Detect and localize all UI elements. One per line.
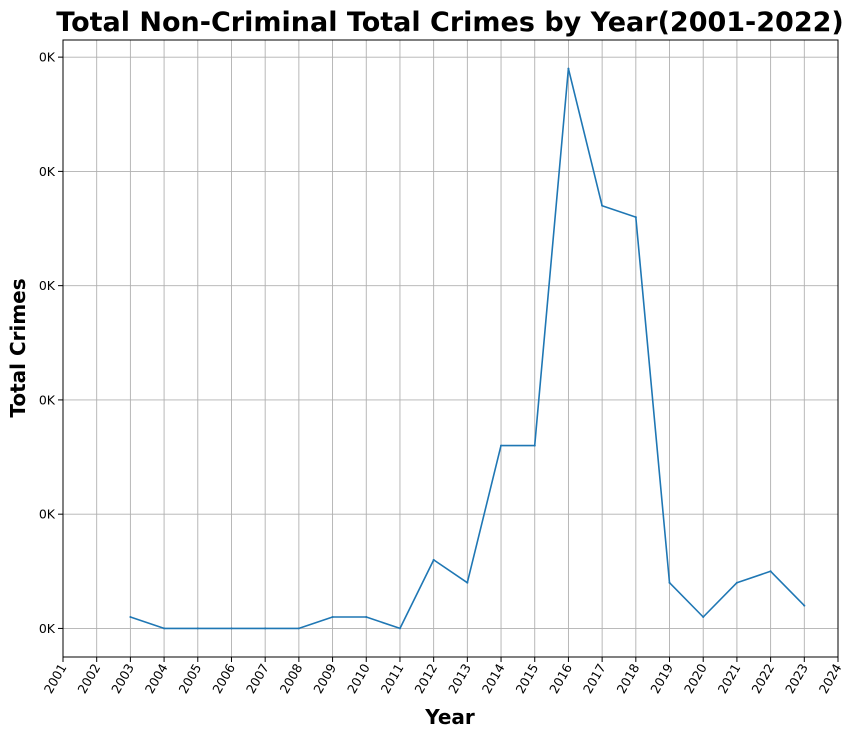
data-point [702, 616, 705, 619]
x-tick-label: 2014 [479, 661, 508, 696]
data-point [365, 616, 368, 619]
x-tick-label: 2009 [310, 661, 339, 696]
x-tick-label: 2018 [614, 661, 643, 696]
series-layer [129, 67, 806, 630]
x-axis-ticks: 2001 2002 2003 2004 2005 2006 2007 2008 2009 2010… [41, 657, 845, 696]
y-tick-label: 0K [39, 507, 56, 522]
x-tick-label: 2002 [74, 661, 103, 696]
x-tick-label: 2020 [681, 661, 710, 696]
x-tick-label: 2016 [546, 661, 575, 696]
x-tick-label: 2012 [411, 661, 440, 696]
x-tick-label: 2010 [344, 661, 373, 696]
data-point [466, 581, 469, 584]
y-axis-label: Total Crimes [6, 278, 30, 417]
y-tick-label: 0K [39, 164, 56, 179]
data-point [196, 627, 199, 630]
y-axis-ticks: 0K 0K 0K 0K 0K 0K [39, 50, 63, 636]
data-point [601, 204, 604, 207]
x-tick-label: 2005 [175, 661, 204, 696]
x-tick-label: 2019 [647, 661, 676, 696]
data-point [567, 67, 570, 70]
data-point [163, 627, 166, 630]
x-tick-label: 2003 [108, 661, 137, 696]
x-tick-label: 2011 [378, 661, 407, 696]
data-point [735, 581, 738, 584]
x-tick-label: 2021 [715, 661, 744, 696]
x-tick-label: 2024 [816, 661, 845, 696]
data-point [803, 604, 806, 607]
data-point [129, 616, 132, 619]
chart-title: Total Non-Criminal Total Crimes by Year(… [56, 7, 844, 38]
data-point [500, 444, 503, 447]
x-tick-label: 2017 [580, 661, 609, 696]
data-point [331, 616, 334, 619]
data-point [398, 627, 401, 630]
x-tick-label: 2004 [142, 661, 171, 696]
data-point [230, 627, 233, 630]
data-point [297, 627, 300, 630]
data-point [634, 216, 637, 219]
data-point [533, 444, 536, 447]
data-point [264, 627, 267, 630]
y-tick-label: 0K [39, 278, 56, 293]
data-point [432, 558, 435, 561]
x-tick-label: 2015 [512, 661, 541, 696]
y-tick-label: 0K [39, 50, 56, 65]
x-tick-label: 2001 [41, 661, 70, 696]
y-tick-label: 0K [39, 621, 56, 636]
x-axis-label: Year [424, 705, 475, 729]
data-point [668, 581, 671, 584]
x-tick-label: 2023 [782, 661, 811, 696]
x-tick-label: 2007 [243, 661, 272, 696]
grid [62, 40, 839, 657]
data-point [769, 570, 772, 573]
x-tick-label: 2013 [445, 661, 474, 696]
x-tick-label: 2006 [209, 661, 238, 696]
x-tick-label: 2008 [277, 661, 306, 696]
x-tick-label: 2022 [748, 661, 777, 696]
y-tick-label: 0K [39, 392, 56, 407]
plot-frame [62, 39, 839, 658]
